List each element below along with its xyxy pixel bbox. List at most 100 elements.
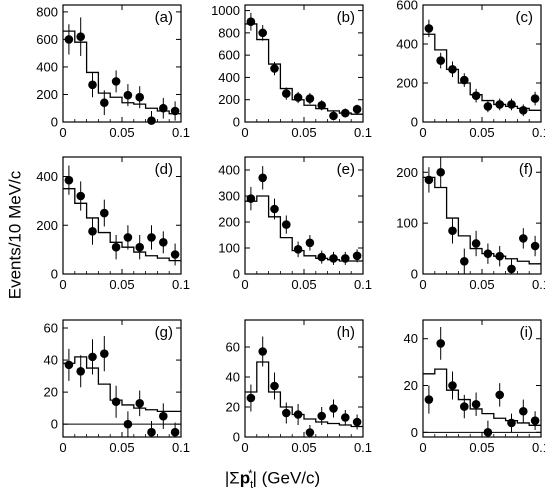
y-tick-label: 200 [218,215,240,230]
data-point [76,366,85,376]
data-point [448,381,457,390]
data-point [147,116,156,125]
x-label-post: | (GeV/c) [252,468,321,488]
panel-label: (f) [519,161,533,178]
data-point [519,406,528,416]
data-point [341,108,350,118]
y-tick-label: 60 [44,321,58,336]
data-point [519,106,528,115]
panel-b: 0 200 400 600 800 1000 0 0.05 0.1 (b) [211,3,372,140]
y-tick-label: 800 [218,25,240,40]
y-tick-label: 300 [218,189,240,204]
x-tick-label: 0.05 [291,440,316,455]
panel-e: 0 100 200 300 400 0 0.05 0.1 (e) [218,156,372,292]
data-point [258,347,268,356]
data-point [317,100,327,110]
y-tick-label: 200 [218,92,240,107]
data-point [282,220,291,229]
data-point [436,56,446,65]
histogram-step-line [423,368,541,426]
data-point [64,360,74,370]
data-point [270,204,279,214]
data-point [123,419,133,429]
y-tick-label: 0 [411,425,418,440]
panel-label: (a) [155,9,173,26]
x-tick-label: 0.1 [354,440,372,455]
data-point [246,194,256,203]
data-point [507,264,516,274]
data-point [471,239,481,248]
data-point [471,91,481,100]
x-tick-label: 0.1 [172,277,190,292]
data-point [270,381,279,391]
data-point [352,251,362,261]
x-tick-label: 0.05 [291,277,316,292]
data-point [147,427,156,437]
panel-label: (h) [337,324,355,341]
x-tick-label: 0.1 [172,440,190,455]
y-tick-label: 20 [44,385,58,400]
x-tick-label: 0.05 [469,440,494,455]
data-point [448,226,457,236]
y-tick-label: 200 [396,165,418,180]
histogram-step-line [423,33,541,111]
data-point [341,254,350,263]
x-label-pre: |Σ [224,468,240,488]
data-point [519,234,528,243]
y-tick-label: 0 [233,267,240,282]
y-tick-label: 0 [51,115,58,130]
x-tick-label: 0.05 [291,125,316,140]
data-point [293,410,303,419]
x-tick-label: 0.1 [354,125,372,140]
x-label-sub: t [250,479,254,492]
data-point [135,92,144,102]
data-point [147,233,156,242]
x-tick-label: 0 [419,125,426,140]
data-point [123,90,133,100]
data-point [293,245,303,254]
x-tick-label: 0.1 [532,125,545,140]
panel-f: 0 100 200 0 0.05 0.1 (f) [396,156,545,292]
x-tick-label: 0 [59,125,66,140]
data-point [111,77,121,86]
data-point [100,98,109,108]
data-point [424,175,434,185]
data-point [135,242,144,252]
data-point [424,24,434,33]
data-point [305,238,315,248]
data-point [530,416,540,425]
y-tick-label: 0 [233,115,240,130]
data-point [460,402,469,411]
data-point [329,254,338,263]
data-point [305,94,315,103]
data-point [64,175,74,185]
data-point [100,349,109,358]
histogram-step-line [245,23,363,115]
x-tick-label: 0 [419,440,426,455]
data-point [352,104,362,114]
data-point [64,35,74,44]
data-point [305,428,315,437]
x-tick-label: 0.05 [469,277,494,292]
data-point [329,404,338,413]
data-point [282,408,291,418]
data-point [111,242,121,252]
panel-label: (i) [520,324,533,341]
y-tick-label: 400 [396,37,418,52]
y-tick-label: 400 [218,163,240,178]
x-tick-label: 0 [241,277,248,292]
data-point [88,227,97,236]
x-tick-label: 0 [59,277,66,292]
data-point [111,397,121,407]
x-tick-label: 0.1 [532,440,545,455]
y-tick-label: 60 [226,340,240,355]
data-point [159,411,168,421]
data-point [282,89,291,98]
data-point [352,417,362,427]
y-tick-label: 600 [36,32,58,47]
x-label-sup: * [248,468,253,480]
data-point [76,32,85,41]
data-point [460,75,469,85]
data-point [448,65,457,74]
